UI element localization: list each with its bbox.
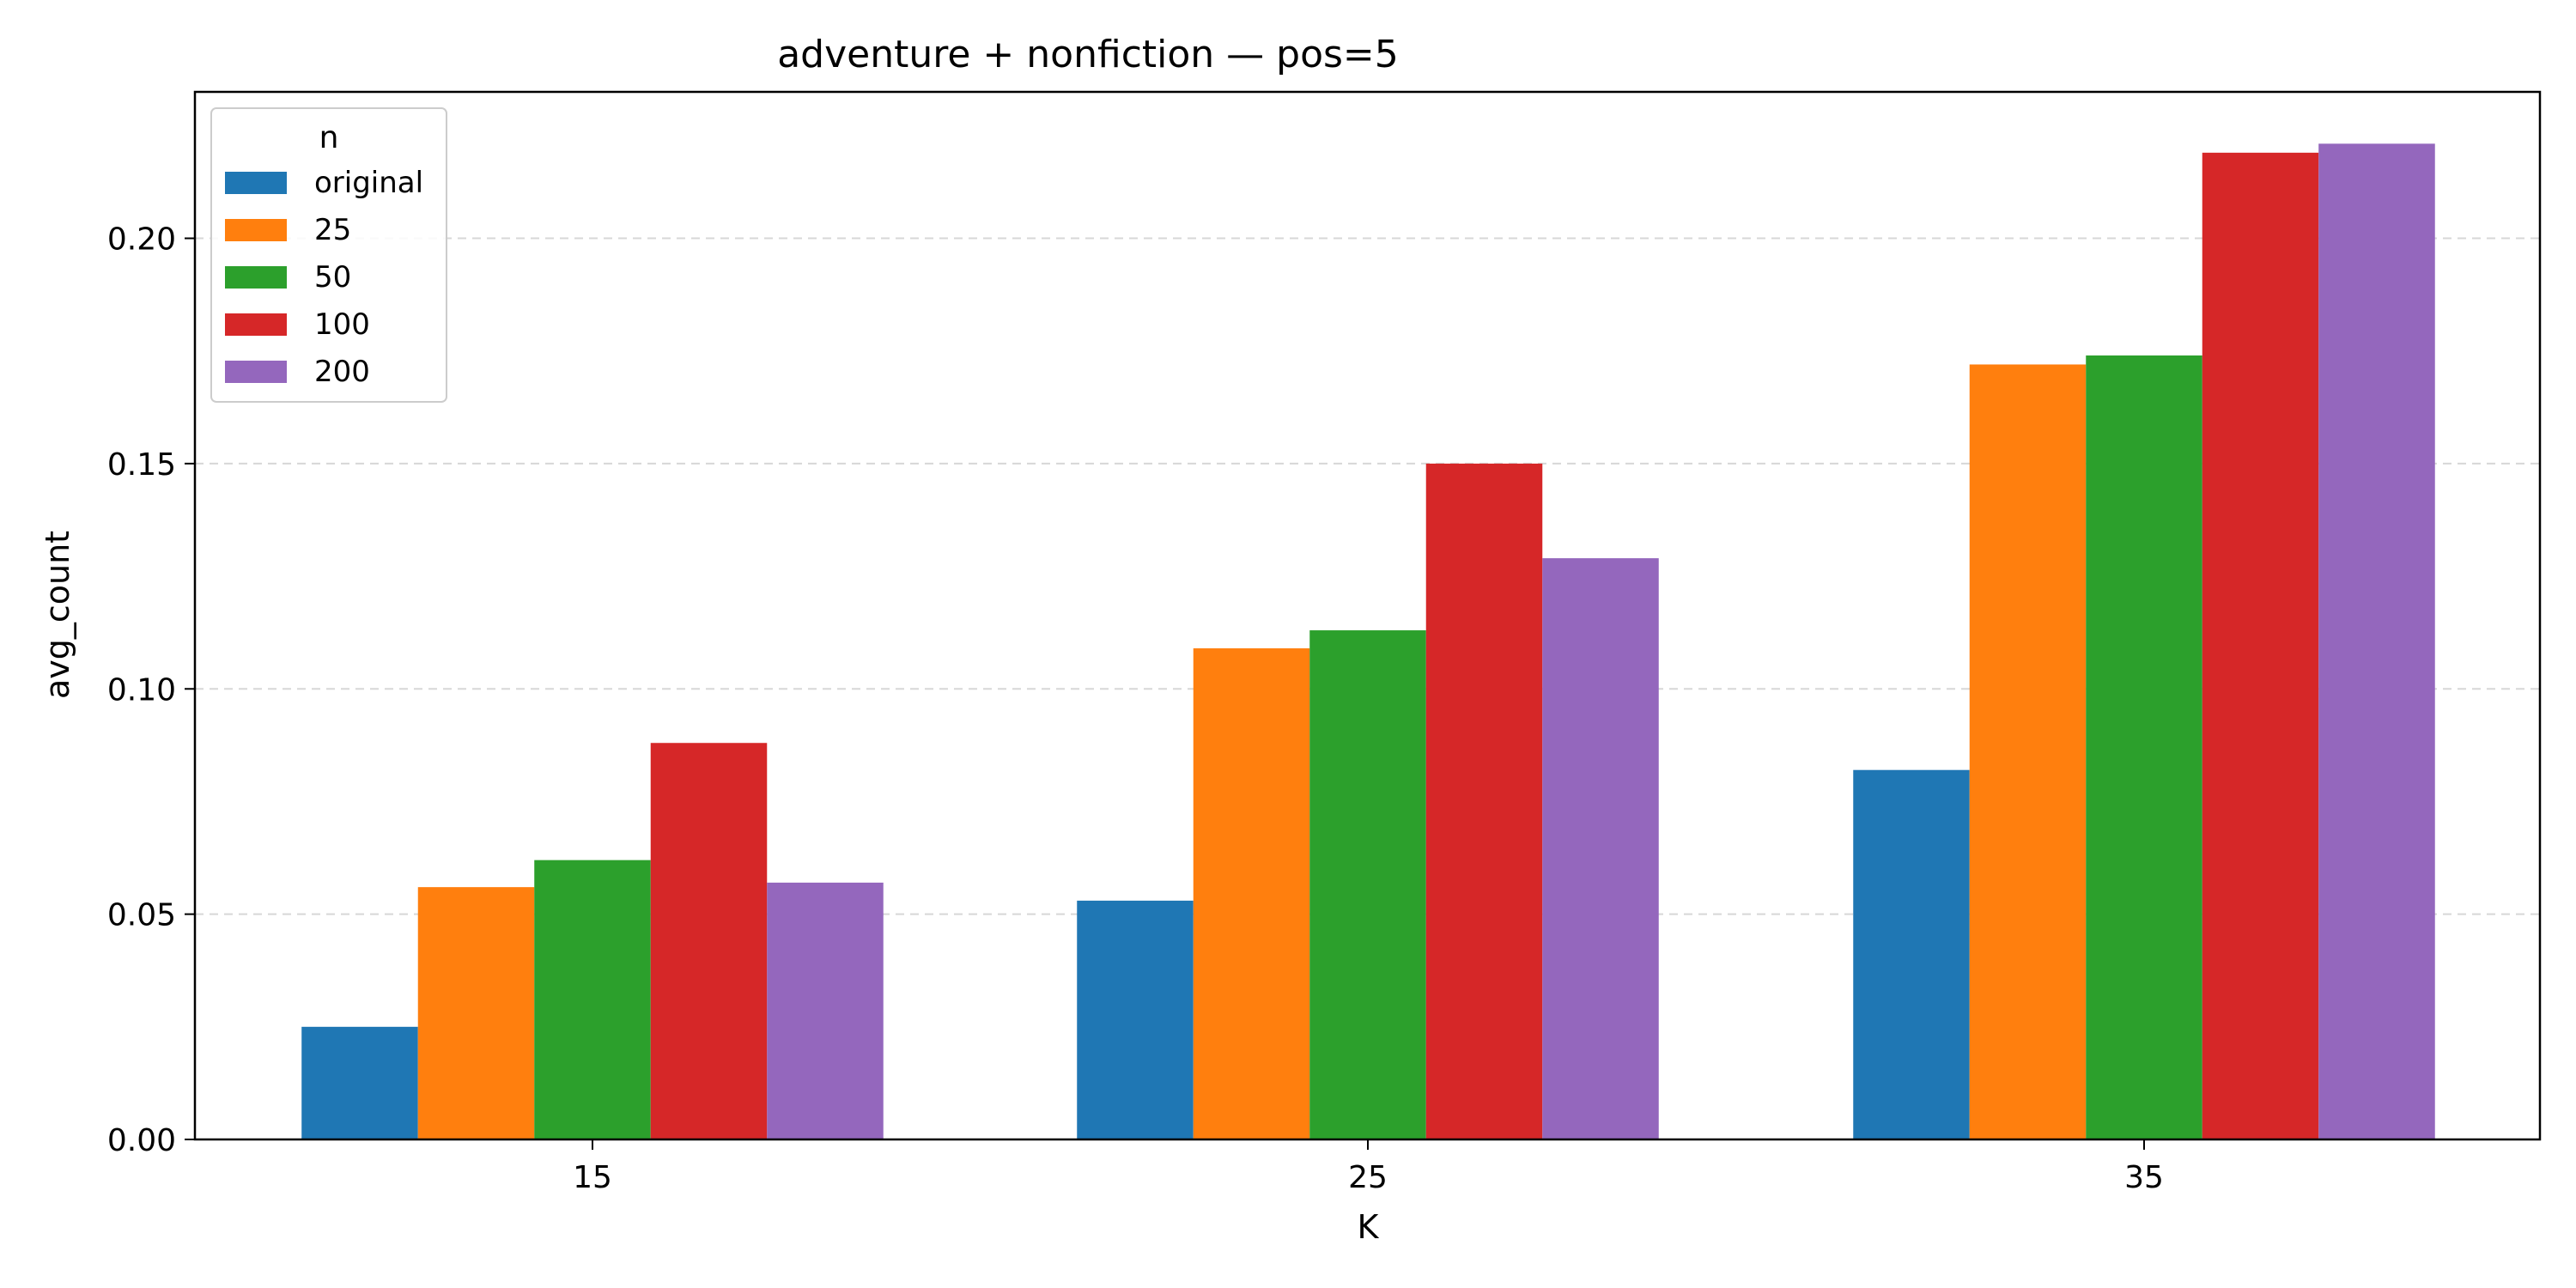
bar xyxy=(301,1026,418,1139)
x-tick-label: 25 xyxy=(1348,1160,1388,1195)
bar xyxy=(1077,900,1194,1139)
legend-label: 100 xyxy=(314,307,370,342)
legend-items: original 25 50 100 200 xyxy=(225,166,423,389)
y-tick-label: 0.20 xyxy=(107,222,176,258)
x-axis-label: K xyxy=(1358,1208,1380,1246)
x-axis-ticks: 15 25 35 xyxy=(573,1139,2164,1195)
legend-label: 25 xyxy=(314,213,351,247)
bars xyxy=(301,143,2435,1139)
bar xyxy=(767,882,884,1139)
bar xyxy=(417,887,535,1139)
y-axis-label: avg_count xyxy=(39,531,76,699)
x-tick-label: 35 xyxy=(2124,1160,2164,1195)
bar xyxy=(1193,648,1310,1139)
bar xyxy=(1969,364,2087,1139)
legend-label: 200 xyxy=(314,355,370,389)
legend-swatch xyxy=(225,266,287,289)
y-tick-label: 0.05 xyxy=(107,898,176,933)
legend-swatch xyxy=(225,361,287,383)
x-tick-label: 15 xyxy=(573,1160,612,1195)
legend-swatch xyxy=(225,313,287,336)
chart-title: adventure + nonfiction — pos=5 xyxy=(777,33,1399,76)
legend-label: original xyxy=(314,166,423,200)
bar xyxy=(2318,143,2435,1139)
bar xyxy=(1542,558,1659,1139)
bar xyxy=(2086,355,2202,1139)
bar xyxy=(1853,769,1970,1139)
legend-label: 50 xyxy=(314,260,351,295)
bar xyxy=(2202,152,2319,1139)
legend-title: n xyxy=(319,120,339,155)
y-tick-label: 0.00 xyxy=(107,1123,176,1158)
bar xyxy=(534,860,651,1139)
y-tick-label: 0.10 xyxy=(107,672,176,708)
bar xyxy=(1425,463,1543,1139)
y-tick-label: 0.15 xyxy=(107,447,176,483)
bar xyxy=(650,743,768,1139)
legend: n original 25 50 100 200 xyxy=(210,107,447,403)
legend-swatch xyxy=(225,172,287,194)
y-axis-ticks: 0.00 0.05 0.10 0.15 0.20 xyxy=(107,222,195,1158)
bar xyxy=(1309,630,1426,1139)
legend-swatch xyxy=(225,219,287,241)
